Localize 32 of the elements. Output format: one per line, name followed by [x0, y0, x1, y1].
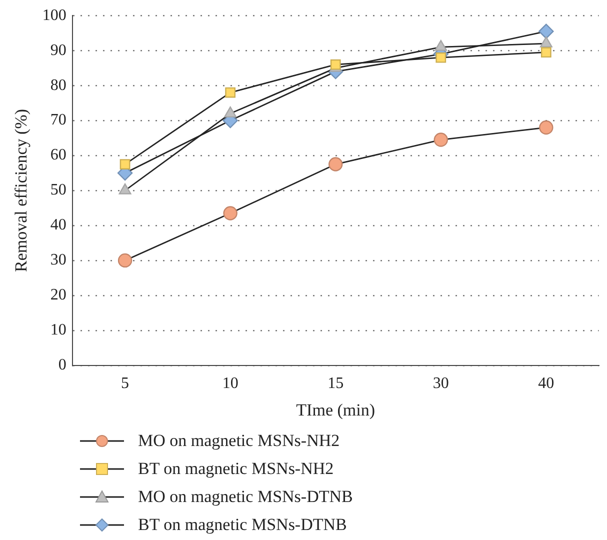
y-tick-label: 60	[50, 146, 66, 164]
y-tick-label: 30	[50, 252, 66, 269]
point	[539, 120, 554, 135]
legend-label: MO on magnetic MSNs-NH2	[138, 431, 340, 451]
y-tick-label: 70	[50, 112, 66, 129]
x-tick-label: 30	[432, 375, 449, 392]
y-tick-label: 100	[42, 6, 66, 24]
y-tick-label: 80	[50, 76, 66, 94]
y-tick-label: 0	[58, 356, 66, 374]
legend-label: BT on magnetic MSNs-NH2	[138, 459, 334, 479]
y-tick-label: 40	[50, 216, 66, 234]
point	[225, 87, 236, 98]
y-tick-label: 20	[50, 286, 66, 304]
y-tick-label: 50	[50, 182, 66, 199]
point	[120, 159, 130, 170]
y-axis-title: Removal efficiency (%)	[12, 108, 31, 272]
y-tick-label: 90	[50, 42, 66, 59]
legend-label: BT on magnetic MSNs-DTNB	[138, 515, 347, 535]
point	[434, 132, 448, 147]
point	[223, 206, 238, 220]
y-tick-label: 10	[50, 322, 66, 339]
point	[436, 52, 446, 63]
point	[328, 157, 343, 172]
x-tick-label: 10	[222, 375, 238, 392]
x-tick-label: 15	[328, 375, 344, 392]
legend-label: MO on magnetic MSNs-DTNB	[138, 487, 353, 507]
point	[538, 24, 554, 39]
x-tick-label: 5	[121, 375, 130, 392]
point	[540, 47, 552, 58]
point	[118, 253, 132, 268]
x-axis-title: TIme (min)	[296, 400, 376, 420]
x-tick-label: 40	[538, 375, 554, 392]
